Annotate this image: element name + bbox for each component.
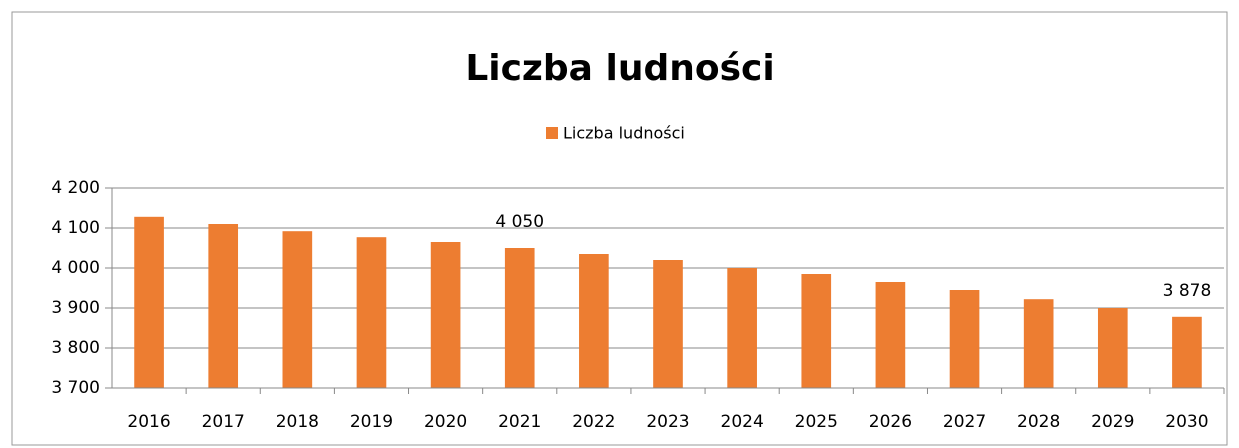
bar — [653, 260, 683, 388]
bar — [1023, 299, 1054, 388]
x-tick-label: 2019 — [350, 412, 393, 432]
x-tick-label: 2022 — [572, 412, 615, 432]
bar — [504, 248, 535, 388]
bar — [134, 216, 164, 388]
x-tick-label: 2017 — [202, 412, 245, 432]
y-tick-label: 3 900 — [51, 298, 100, 318]
y-tick-label: 4 200 — [51, 178, 100, 198]
x-tick-label: 2030 — [1165, 412, 1208, 432]
bar — [727, 268, 757, 388]
bar — [801, 274, 832, 388]
x-tick-label: 2026 — [869, 412, 912, 432]
x-tick-label: 2028 — [1017, 412, 1060, 432]
x-tick-label: 2023 — [646, 412, 689, 432]
bar — [949, 290, 980, 388]
bar — [208, 224, 239, 388]
x-tick-label: 2025 — [795, 412, 838, 432]
data-label: 3 878 — [1163, 281, 1212, 301]
x-tick-label: 2029 — [1091, 412, 1134, 432]
x-tick-label: 2027 — [943, 412, 986, 432]
bar — [875, 282, 906, 388]
x-tick-label: 2021 — [498, 412, 541, 432]
x-tick-label: 2016 — [127, 412, 170, 432]
bar — [430, 242, 461, 388]
bar — [579, 254, 609, 388]
x-tick-label: 2018 — [276, 412, 319, 432]
y-tick-label: 3 800 — [51, 338, 100, 358]
bar — [1172, 316, 1202, 388]
legend-swatch — [546, 127, 558, 139]
bar — [356, 237, 387, 388]
x-tick-label: 2024 — [721, 412, 764, 432]
y-tick-label: 3 700 — [51, 378, 100, 398]
x-tick-label: 2020 — [424, 412, 467, 432]
legend-label: Liczba ludności — [563, 124, 685, 143]
y-tick-label: 4 000 — [51, 258, 100, 278]
data-label: 4 050 — [495, 212, 544, 232]
chart-title: Liczba ludności — [465, 48, 774, 89]
bar — [282, 231, 313, 388]
bar — [1097, 308, 1128, 388]
y-tick-label: 4 100 — [51, 218, 100, 238]
